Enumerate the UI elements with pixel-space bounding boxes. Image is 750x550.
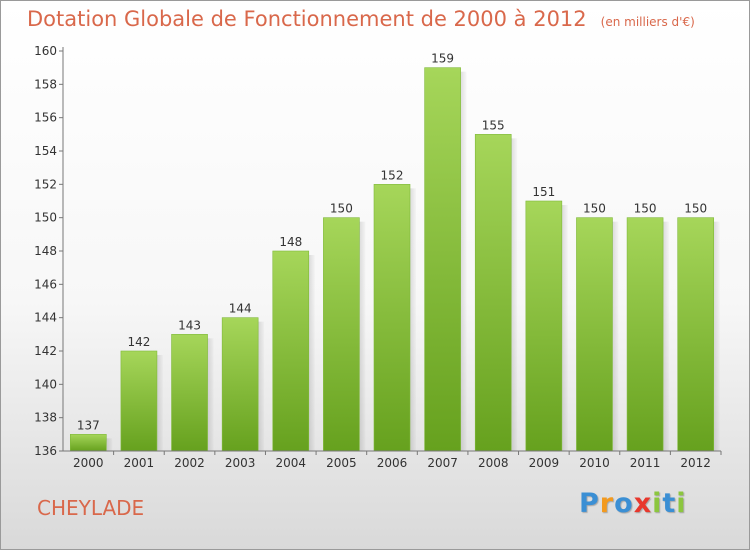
bar-2004	[272, 250, 310, 452]
y-tick-label-140: 140	[34, 377, 57, 391]
x-tick-label-2000: 2000	[73, 456, 104, 470]
bar-2008	[474, 134, 512, 452]
value-label-2008: 155	[482, 118, 505, 132]
logo-letter: x	[633, 488, 653, 519]
logo-letter: i	[652, 488, 663, 519]
bar-shadow-2011	[663, 221, 670, 451]
bar-2001	[120, 350, 158, 452]
value-label-2001: 142	[127, 335, 150, 349]
x-tick-label-2001: 2001	[124, 456, 155, 470]
x-tick-label-2006: 2006	[377, 456, 408, 470]
x-tick-label-2012: 2012	[680, 456, 711, 470]
bar-2000	[70, 434, 107, 452]
y-tick-label-158: 158	[34, 77, 57, 91]
chart-title-text: Dotation Globale de Fonctionnement de 20…	[27, 7, 587, 31]
commune-name: CHEYLADE	[37, 496, 145, 520]
x-tick-label-2009: 2009	[529, 456, 560, 470]
bar-2003	[221, 317, 259, 452]
x-tick-label-2008: 2008	[478, 456, 509, 470]
y-tick-label-156: 156	[34, 111, 57, 125]
bar-shadow-2010	[612, 221, 619, 451]
x-tick-label-2007: 2007	[427, 456, 458, 470]
x-tick-label-2004: 2004	[275, 456, 306, 470]
y-tick-label-148: 148	[34, 244, 57, 258]
axes-layer: 2000 2001 2002 2003 2004 2005 2006 2007 2008 2009…	[34, 44, 722, 470]
value-label-2000: 137	[77, 418, 100, 432]
chart-subtitle: (en milliers d'€)	[600, 15, 695, 29]
y-tick-label-136: 136	[34, 444, 57, 458]
logo-letter: P	[579, 488, 600, 519]
bar-shadow-2002	[207, 338, 214, 451]
value-label-2006: 152	[381, 168, 404, 182]
value-label-2009: 151	[532, 185, 555, 199]
bar-shadow-2003	[258, 321, 265, 451]
y-tick-label-150: 150	[34, 211, 57, 225]
bar-shadow-2000	[106, 438, 113, 451]
x-tick-label-2005: 2005	[326, 456, 357, 470]
x-tick-label-2003: 2003	[225, 456, 256, 470]
y-tick-label-144: 144	[34, 311, 57, 325]
bar-2012	[677, 217, 714, 452]
value-label-2012: 150	[684, 202, 707, 216]
y-tick-label-160: 160	[34, 44, 57, 58]
value-label-2011: 150	[634, 202, 657, 216]
bar-2002	[171, 334, 208, 452]
y-tick-label-138: 138	[34, 411, 57, 425]
bar-shadow-2012	[713, 221, 720, 451]
bar-shadow-2006	[410, 188, 416, 452]
y-tick-label-152: 152	[34, 177, 57, 191]
bar-2010	[576, 217, 613, 452]
logo-letter: r	[599, 488, 615, 519]
bars-layer: 137 142 143 144 148 150 152 159 155 151 150 150 150	[70, 52, 720, 452]
value-label-2010: 150	[583, 202, 606, 216]
bar-shadow-2005	[359, 221, 366, 451]
x-tick-label-2010: 2010	[579, 456, 610, 470]
logo-letter: t	[662, 488, 677, 519]
y-tick-label-154: 154	[34, 144, 57, 158]
bar-shadow-2008	[511, 138, 518, 452]
bar-shadow-2001	[156, 355, 163, 451]
value-label-2004: 148	[279, 235, 302, 249]
bar-2006	[373, 184, 411, 452]
bar-shadow-2004	[308, 255, 315, 451]
proxiti-logo[interactable]: Proxiti	[579, 488, 687, 519]
value-label-2003: 144	[229, 302, 252, 316]
bar-shadow-2007	[460, 71, 467, 452]
logo-letter: o	[614, 488, 634, 519]
value-label-2002: 143	[178, 318, 201, 332]
bar-2005	[323, 217, 360, 452]
bar-2007	[424, 67, 461, 452]
x-tick-label-2002: 2002	[174, 456, 205, 470]
x-tick-label-2011: 2011	[630, 456, 661, 470]
bar-2011	[626, 217, 664, 452]
y-tick-label-146: 146	[34, 277, 57, 291]
value-label-2005: 150	[330, 202, 353, 216]
bar-shadow-2009	[561, 205, 568, 451]
chart-title: Dotation Globale de Fonctionnement de 20…	[27, 7, 695, 31]
value-label-2007: 159	[431, 52, 454, 66]
bar-2009	[525, 200, 563, 452]
y-tick-label-142: 142	[34, 344, 57, 358]
logo-letter: i	[676, 488, 687, 519]
